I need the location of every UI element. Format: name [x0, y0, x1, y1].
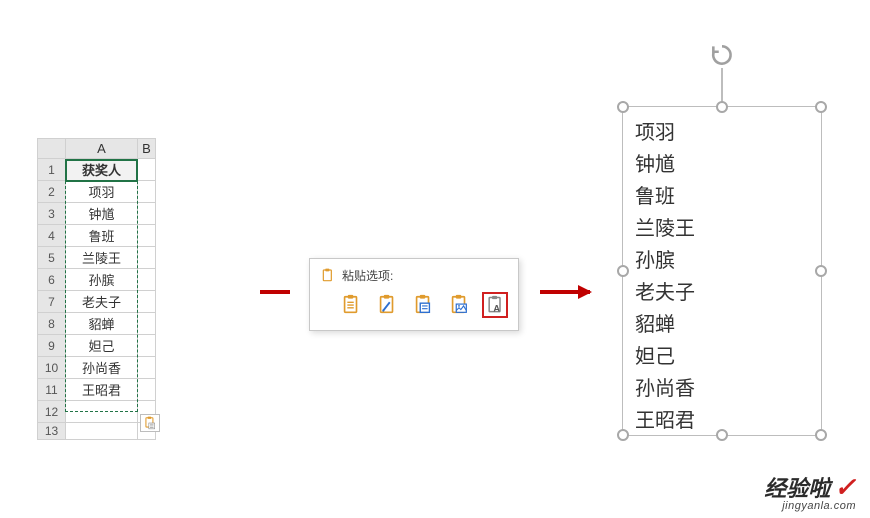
excel-corner[interactable] — [38, 139, 66, 159]
cell[interactable] — [138, 203, 156, 225]
cell[interactable] — [66, 401, 138, 423]
cell[interactable]: 王昭君 — [66, 379, 138, 401]
paste-picture-icon[interactable] — [446, 292, 472, 318]
textbox-body[interactable]: 项羽 钟馗 鲁班 兰陵王 孙膑 老夫子 貂蝉 妲己 孙尚香 王昭君 — [622, 106, 822, 436]
paste-options-button[interactable] — [140, 414, 160, 432]
paste-default-icon[interactable] — [338, 292, 364, 318]
resize-handle-br[interactable] — [815, 429, 827, 441]
paste-values-icon[interactable] — [410, 292, 436, 318]
paste-options-title: 粘贴选项: — [320, 267, 508, 284]
excel-grid: A B 1 获奖人 2项羽 3钟馗 4鲁班 5兰陵王 6孙膑 7老夫子 8貂蝉 … — [37, 138, 156, 440]
cell[interactable]: 孙尚香 — [66, 357, 138, 379]
svg-text:A: A — [493, 304, 500, 314]
cell[interactable] — [138, 247, 156, 269]
arrow-dash — [260, 290, 290, 294]
col-header-b[interactable]: B — [138, 139, 156, 159]
textbox-text: 项羽 钟馗 鲁班 兰陵王 孙膑 老夫子 貂蝉 妲己 孙尚香 王昭君 — [635, 117, 809, 437]
text-line: 老夫子 — [635, 277, 809, 309]
text-line: 孙尚香 — [635, 373, 809, 405]
resize-handle-tl[interactable] — [617, 101, 629, 113]
row-header[interactable]: 1 — [38, 159, 66, 181]
watermark-main: 经验啦 — [764, 476, 830, 501]
cell[interactable]: 老夫子 — [66, 291, 138, 313]
row-header[interactable]: 4 — [38, 225, 66, 247]
text-line: 貂蝉 — [635, 309, 809, 341]
cell[interactable] — [138, 313, 156, 335]
row-header[interactable]: 5 — [38, 247, 66, 269]
arrow-right — [540, 290, 590, 294]
paste-options-panel: 粘贴选项: A — [309, 258, 519, 331]
row-header[interactable]: 8 — [38, 313, 66, 335]
text-line: 鲁班 — [635, 181, 809, 213]
text-line: 孙膑 — [635, 245, 809, 277]
paste-options-label: 粘贴选项: — [342, 267, 393, 284]
watermark: 经验啦✓ jingyanla.com — [764, 475, 856, 512]
resize-handle-mr[interactable] — [815, 265, 827, 277]
cell[interactable]: 孙膑 — [66, 269, 138, 291]
text-line: 妲己 — [635, 341, 809, 373]
watermark-check-icon: ✓ — [834, 473, 856, 502]
resize-handle-tm[interactable] — [716, 101, 728, 113]
row-header[interactable]: 3 — [38, 203, 66, 225]
row-header[interactable]: 9 — [38, 335, 66, 357]
cell[interactable] — [138, 379, 156, 401]
cell[interactable] — [138, 357, 156, 379]
cell[interactable]: 鲁班 — [66, 225, 138, 247]
cell[interactable] — [138, 269, 156, 291]
resize-handle-bm[interactable] — [716, 429, 728, 441]
paste-formulas-icon[interactable] — [374, 292, 400, 318]
textbox-shape[interactable]: 项羽 钟馗 鲁班 兰陵王 孙膑 老夫子 貂蝉 妲己 孙尚香 王昭君 — [622, 106, 822, 436]
cell[interactable] — [66, 423, 138, 440]
paste-options-icon — [143, 416, 157, 430]
paste-options-icons: A — [338, 292, 508, 318]
resize-handle-tr[interactable] — [815, 101, 827, 113]
cell[interactable] — [138, 335, 156, 357]
cell[interactable] — [138, 225, 156, 247]
col-header-a[interactable]: A — [66, 139, 138, 159]
row-header[interactable]: 10 — [38, 357, 66, 379]
resize-handle-ml[interactable] — [617, 265, 629, 277]
cell[interactable]: 妲己 — [66, 335, 138, 357]
resize-handle-bl[interactable] — [617, 429, 629, 441]
paste-textonly-icon[interactable]: A — [482, 292, 508, 318]
cell[interactable] — [138, 181, 156, 203]
cell-b1[interactable] — [138, 159, 156, 181]
row-header[interactable]: 7 — [38, 291, 66, 313]
row-header[interactable]: 11 — [38, 379, 66, 401]
text-line: 兰陵王 — [635, 213, 809, 245]
text-line: 项羽 — [635, 117, 809, 149]
row-header[interactable]: 13 — [38, 423, 66, 440]
row-header[interactable]: 6 — [38, 269, 66, 291]
cell[interactable]: 钟馗 — [66, 203, 138, 225]
cell[interactable]: 貂蝉 — [66, 313, 138, 335]
cell[interactable] — [138, 291, 156, 313]
row-header[interactable]: 2 — [38, 181, 66, 203]
cell[interactable]: 项羽 — [66, 181, 138, 203]
watermark-sub: jingyanla.com — [764, 501, 856, 512]
cell[interactable]: 兰陵王 — [66, 247, 138, 269]
text-line: 钟馗 — [635, 149, 809, 181]
row-header[interactable]: 12 — [38, 401, 66, 423]
clipboard-icon — [320, 268, 336, 284]
cell-a1[interactable]: 获奖人 — [66, 159, 138, 181]
